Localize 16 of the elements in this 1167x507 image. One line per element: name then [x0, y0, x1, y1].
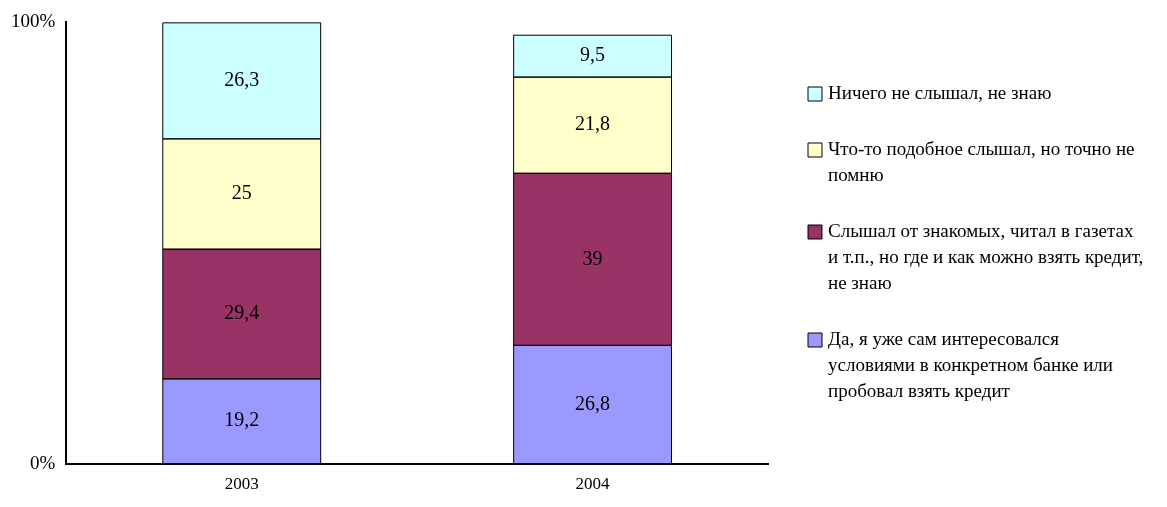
legend-label: Да, я уже сам интересовался условиями в конкретном банке или пробовал взять кредит [828, 327, 1113, 401]
data-label: 21,8 [575, 112, 611, 135]
y-tick-label: 100% [11, 10, 56, 32]
data-label: 25 [231, 181, 252, 204]
legend-label: Что-то подобное слышал, но точно не помню [828, 137, 1135, 185]
data-label: 19,2 [224, 408, 260, 431]
x-tick-label: 2004 [575, 474, 611, 494]
y-tick-label: 0% [30, 451, 56, 473]
data-label: 9,5 [580, 43, 606, 66]
legend-label: Слышал от знакомых, читал в газетах и т.п., но где и как можно взять кредит, не знаю [828, 219, 1144, 293]
legend-label: Ничего не слышал, не знаю [828, 81, 1052, 103]
data-label: 39 [582, 246, 603, 269]
data-label: 29,4 [224, 301, 260, 324]
x-tick-label: 2003 [224, 474, 259, 494]
data-label: 26,3 [224, 68, 260, 91]
data-label: 26,8 [575, 391, 611, 414]
